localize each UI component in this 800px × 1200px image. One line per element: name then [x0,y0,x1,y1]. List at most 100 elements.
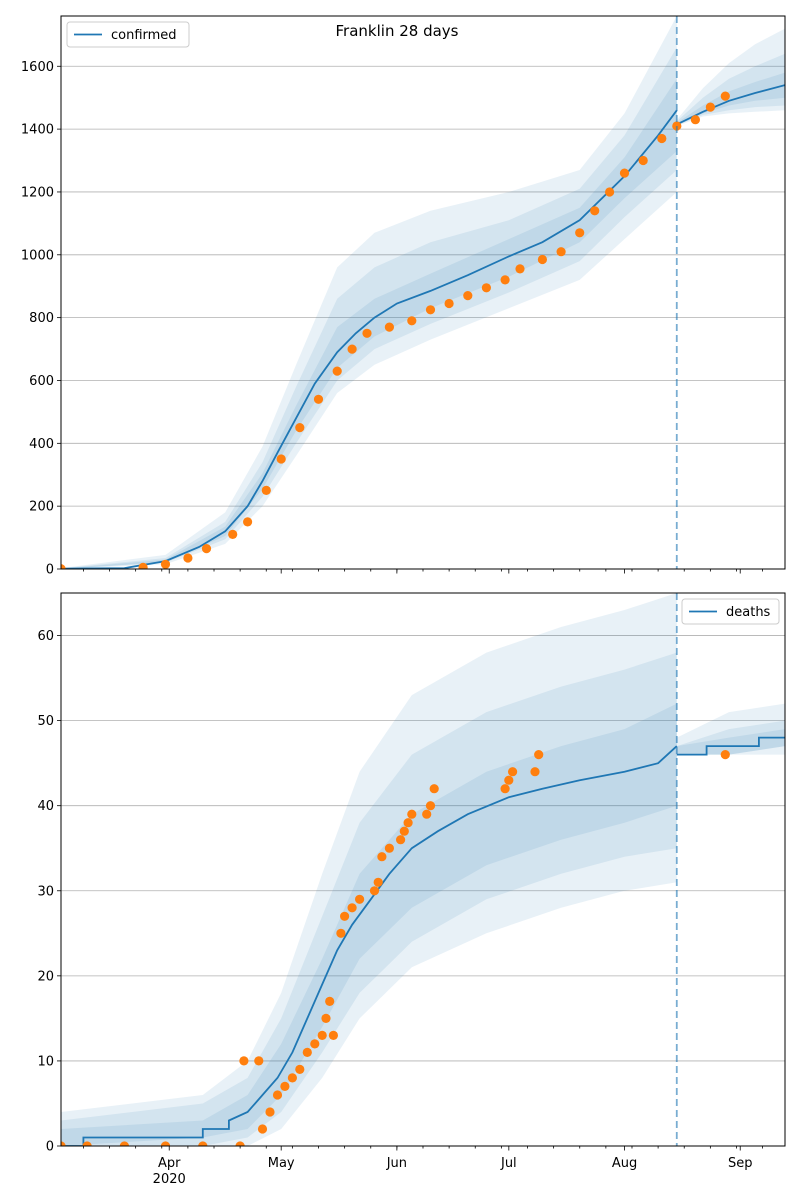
observed-point [444,298,454,309]
y-tick-label: 1600 [21,60,54,75]
observed-point [425,801,436,811]
y-tick-label: 20 [37,969,54,984]
observed-point [720,750,730,760]
x-tick-label: May [268,1156,295,1171]
observed-point [407,809,417,819]
observed-point [534,750,544,760]
observed-point [328,1030,338,1040]
legend-label: confirmed [111,28,177,43]
y-tick-label: 60 [37,629,54,644]
observed-point [384,322,394,332]
observed-point [310,1039,320,1049]
observed-point [336,928,346,938]
confirmed-chart-panel: 0 200 400 600 800 1000 1200 1400 1600 confirmed [21,15,786,578]
observed-point [537,254,548,265]
y-tick-label: 50 [37,714,54,729]
y-tick-label: 800 [29,311,54,326]
observed-point [638,155,648,166]
observed-point [276,454,286,464]
observed-point [265,1107,275,1117]
observed-point [362,328,372,338]
observed-point [463,291,473,301]
legend-label: deaths [726,605,771,620]
uncertainty-band-inner [61,703,677,1146]
observed-point [119,1141,129,1146]
observed-point [332,366,342,376]
uncertainty-band-inner [61,78,677,569]
observed-point [422,809,432,819]
legend-box [681,598,780,625]
y-tick-label: 1200 [21,185,54,200]
observed-point [407,316,417,326]
observed-point [257,1124,268,1134]
y-tick-label: 0 [46,1140,54,1155]
observed-point [317,1030,327,1040]
observed-point [399,826,409,836]
x-tick-label: Jul [500,1156,517,1171]
observed-point [619,168,630,178]
observed-point [138,562,148,569]
y-tick-label: 1000 [21,248,54,263]
observed-point [396,835,406,845]
observed-point [500,784,510,794]
observed-point [507,767,518,777]
observed-point [340,911,350,921]
legend-box [66,21,190,48]
forecast-line-deaths [676,736,785,756]
observed-point [61,1141,66,1146]
y-tick-label: 600 [29,374,54,389]
observed-point [239,1056,249,1066]
observed-point [377,852,387,862]
observed-point [500,275,510,285]
observed-point [403,818,413,828]
observed-point [183,553,193,563]
observed-point [325,996,335,1007]
observed-point [287,1073,297,1083]
uncertainty-band-middle [61,47,677,569]
observed-point [313,394,324,404]
observed-point [481,283,491,293]
observed-point [373,877,383,887]
x-tick-label: Aug [612,1156,637,1171]
y-tick-label: 200 [29,500,54,515]
uncertainty-band-middle [61,652,677,1146]
forecast-band-inner [676,729,785,755]
observed-point [369,886,380,896]
uncertainty-band-outer [61,16,677,569]
y-tick-label: 1400 [21,123,54,138]
observed-point [504,775,514,785]
x-tick-sublabel: 2020 [153,1172,186,1187]
model-line-deaths [61,745,678,1146]
observed-point [605,187,615,197]
observed-point [295,1064,305,1074]
observed-point [198,1141,208,1146]
observed-point [530,767,540,777]
observed-point [347,344,357,354]
observed-point [575,228,585,238]
observed-point [201,544,212,554]
y-tick-label: 0 [46,563,54,578]
forecast-band-outer [676,703,785,755]
observed-point [160,1141,171,1146]
observed-point [280,1081,290,1091]
observed-point [61,564,66,569]
y-tick-label: 40 [37,799,54,814]
observed-point [243,517,253,527]
observed-point [657,133,667,144]
observed-point [347,903,357,913]
y-tick-label: 30 [37,884,54,899]
plot-area [61,16,785,569]
forecast-band-outer [676,28,785,127]
uncertainty-band-outer [61,593,677,1146]
chart-title: Franklin 28 days [336,22,459,40]
observed-point [590,206,600,216]
observed-point [720,91,730,101]
observed-point [384,843,394,853]
forecast-band-middle [676,53,785,126]
model-line-confirmed [61,109,678,569]
plot-area [61,593,785,1146]
y-tick-label: 10 [37,1054,54,1069]
observed-point [429,784,439,794]
